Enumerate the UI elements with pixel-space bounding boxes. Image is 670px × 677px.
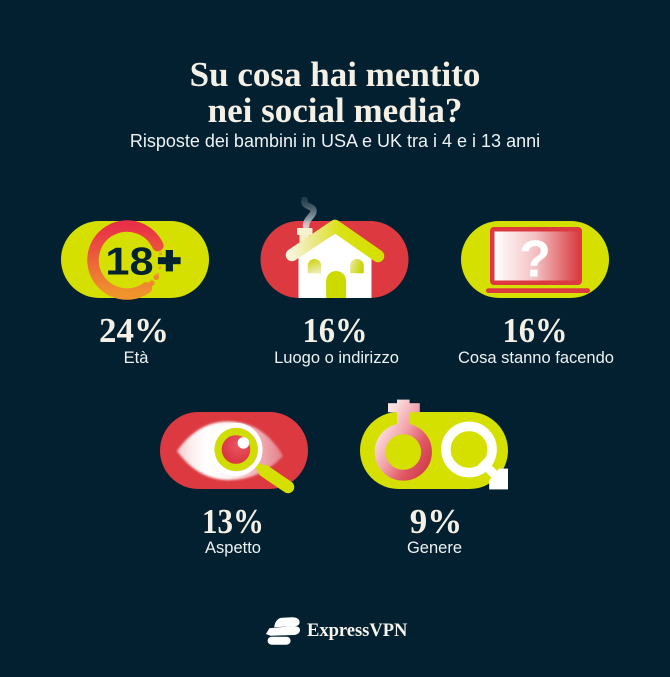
svg-text:?: ? (519, 231, 551, 289)
svg-text:18: 18 (105, 239, 153, 283)
